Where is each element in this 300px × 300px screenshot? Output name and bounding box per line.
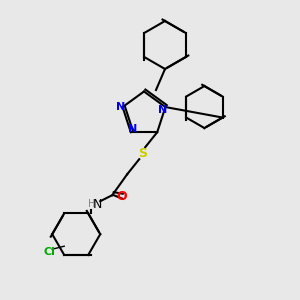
Text: Cl: Cl bbox=[43, 247, 55, 257]
Text: N: N bbox=[92, 198, 102, 211]
Text: H: H bbox=[88, 199, 95, 209]
Text: S: S bbox=[138, 147, 147, 160]
Text: N: N bbox=[158, 105, 167, 115]
Text: N: N bbox=[128, 124, 137, 134]
Text: O: O bbox=[116, 190, 127, 203]
Text: N: N bbox=[116, 102, 126, 112]
